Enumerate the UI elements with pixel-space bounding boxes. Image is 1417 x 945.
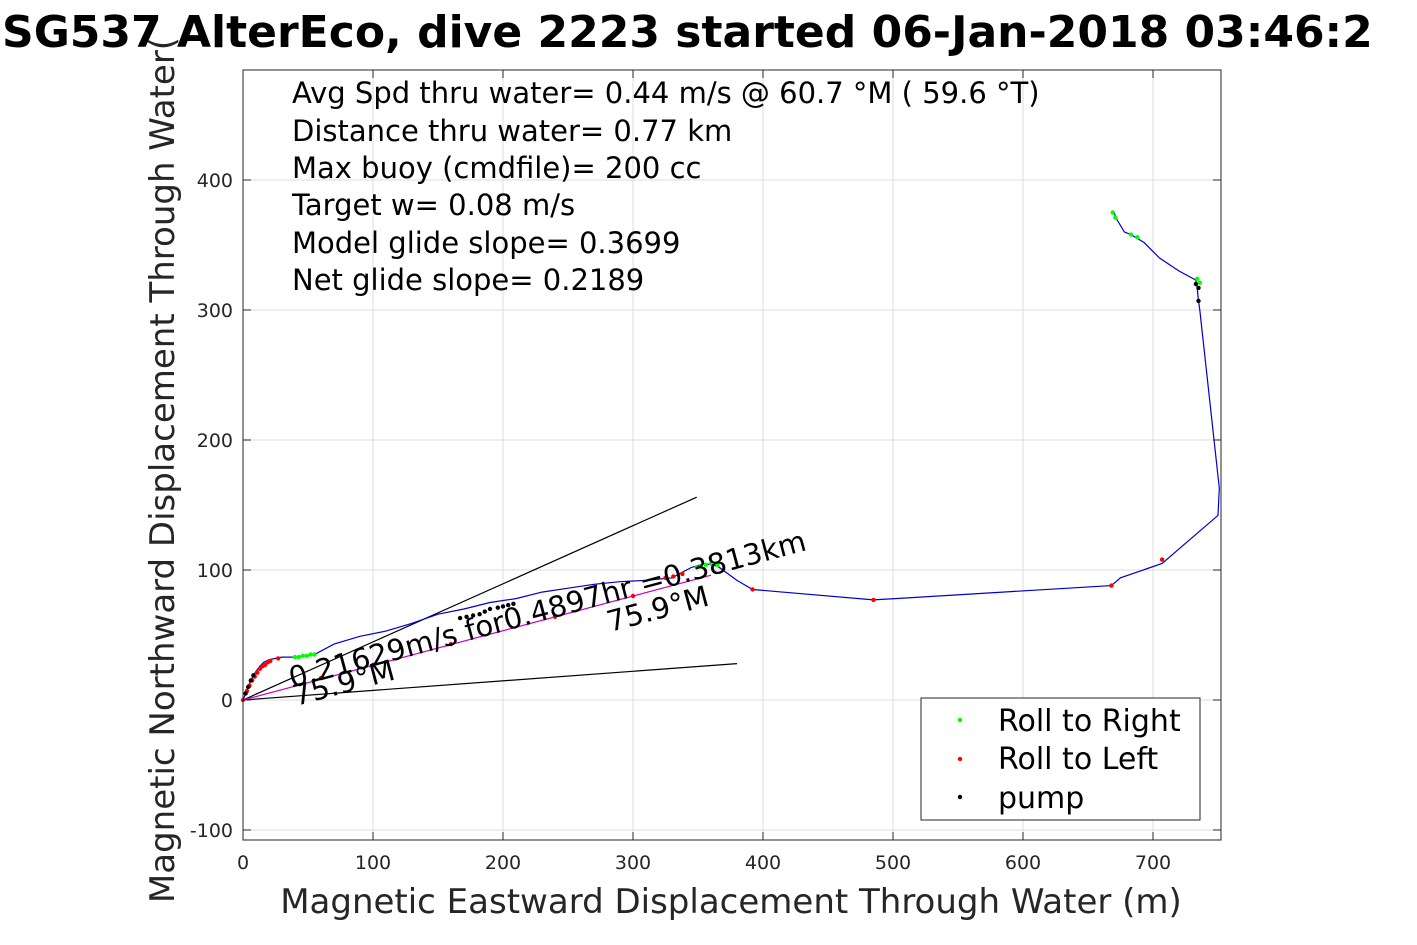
point-roll-to-left [680, 571, 685, 577]
info-line-5: Model glide slope= 0.3699 [292, 226, 680, 260]
point-pump [495, 605, 500, 610]
point-roll-to-right [715, 562, 720, 567]
x-tick-label: 700 [1135, 852, 1171, 874]
x-tick-label: 400 [745, 852, 781, 874]
point-roll-to-right [703, 562, 708, 567]
plot-frame [242, 69, 1222, 841]
point-roll-to-left [871, 597, 876, 603]
point-roll-to-right [1195, 276, 1200, 281]
point-pump [1196, 298, 1201, 304]
legend-entry-roll-right: Roll to Right [998, 704, 1181, 739]
point-roll-to-left [630, 593, 636, 599]
legend-entry-roll-left: Roll to Left [998, 742, 1158, 777]
info-line-2: Distance thru water= 0.77 km [292, 114, 732, 148]
point-roll-to-right [698, 563, 703, 569]
point-roll-to-right [1197, 280, 1203, 285]
point-roll-to-right [1110, 210, 1115, 215]
info-line-4: Target w= 0.08 m/s [291, 188, 575, 222]
chart-title: SG537 AlterEco, dive 2223 started 06-Jan… [2, 7, 1373, 58]
point-roll-to-left [268, 658, 273, 664]
point-roll-to-right [300, 653, 305, 658]
point-roll-to-right [1113, 215, 1118, 220]
point-pump [251, 673, 256, 678]
point-roll-to-right [1128, 232, 1134, 237]
x-tick-label: 0 [237, 852, 249, 874]
grid [242, 70, 1221, 840]
info-line-6: Net glide slope= 0.2189 [292, 263, 644, 297]
legend-marker-pump [957, 794, 963, 800]
y-tick-label: 200 [197, 430, 233, 452]
point-roll-to-right [708, 561, 714, 566]
y-tick-label: 300 [197, 300, 233, 322]
point-roll-to-left [448, 641, 454, 647]
y-tick-label: 100 [197, 560, 233, 582]
point-roll-to-right [694, 565, 699, 570]
info-line-3: Max buoy (cmdfile)= 200 cc [292, 151, 701, 185]
point-roll-to-left [671, 574, 676, 579]
point-pump [243, 691, 248, 696]
point-roll-to-left [370, 662, 376, 668]
reference-line-1 [242, 496, 697, 701]
point-roll-to-left [1159, 557, 1165, 562]
point-pump [464, 614, 469, 619]
data-points [240, 210, 1203, 703]
point-pump [1196, 285, 1201, 291]
point-pump [500, 604, 506, 609]
point-roll-to-right [304, 653, 309, 658]
point-pump [248, 678, 253, 683]
point-pump [1193, 281, 1199, 287]
x-tick-label: 500 [875, 852, 911, 874]
x-tick-label: 200 [485, 852, 521, 874]
x-axis-label: Magnetic Eastward Displacement Through W… [280, 882, 1182, 922]
point-roll-to-left [750, 587, 755, 592]
point-roll-to-right [292, 654, 298, 660]
point-roll-to-left [275, 656, 281, 661]
y-axis-label: Magnetic Northward Displacement Through … [143, 37, 183, 903]
point-pump [511, 601, 516, 606]
point-pump [246, 684, 251, 690]
info-line-1: Avg Spd thru water= 0.44 m/s @ 60.7 °M (… [292, 76, 1040, 110]
point-pump [457, 615, 463, 621]
point-pump [470, 613, 476, 618]
point-roll-to-left [318, 675, 324, 681]
point-roll-to-right [308, 652, 313, 657]
reference-line-2 [242, 663, 738, 701]
point-pump [506, 602, 511, 608]
point-pump [482, 609, 487, 614]
legend-marker-roll-left [957, 756, 963, 762]
x-tick-label: 600 [1005, 852, 1041, 874]
point-roll-to-left [255, 670, 260, 675]
point-roll-to-right [1135, 235, 1140, 240]
info-box: Avg Spd thru water= 0.44 m/s @ 60.7 °M (… [291, 76, 1040, 297]
point-roll-to-left [552, 614, 558, 619]
point-pump [477, 612, 482, 617]
point-roll-to-left [663, 575, 668, 580]
y-tick-label: 0 [221, 690, 233, 712]
y-tick-label: 400 [197, 170, 233, 192]
y-tick-label: -100 [190, 820, 233, 842]
point-roll-to-left [1109, 583, 1114, 588]
point-roll-to-right [296, 654, 302, 660]
legend-box [920, 697, 1201, 821]
x-tick-label: 300 [615, 852, 651, 874]
point-pump [487, 606, 493, 612]
x-tick-label: 100 [355, 852, 391, 874]
point-roll-to-right [312, 652, 317, 657]
legend-marker-roll-right [957, 717, 963, 723]
legend-entry-pump: pump [998, 781, 1084, 816]
legend: Roll to Right Roll to Left pump [920, 697, 1201, 821]
